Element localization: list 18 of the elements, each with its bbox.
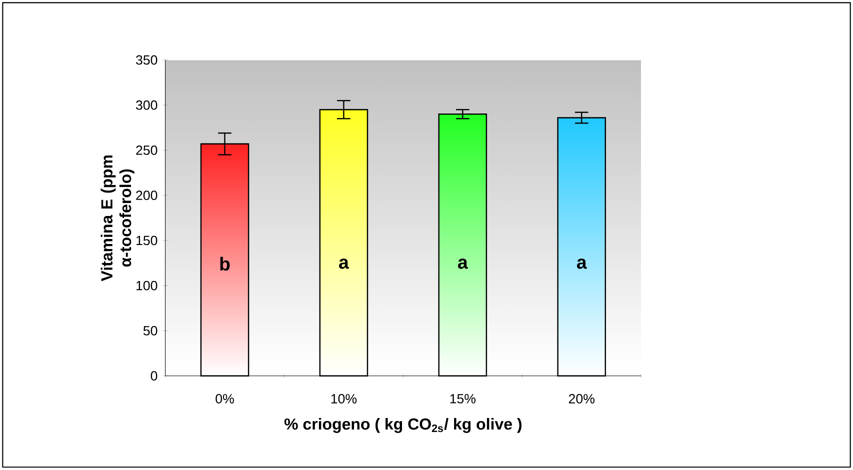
y-axis-title: Vitamina E (ppm α-tocoferolo) [100,156,134,282]
annotation: a [339,258,350,269]
annotation: a [576,258,587,269]
y-tick-label: 200 [136,190,158,200]
annotation: a [458,258,468,269]
x-tick-label: 20% [568,394,594,404]
y-tick-label: 150 [136,236,158,246]
y-tick-label: 0 [150,371,158,381]
y-tick-label: 50 [143,326,158,336]
annotation: b [220,256,230,271]
y-tick-label: 350 [136,55,158,65]
x-tick-label: 0% [216,394,234,404]
x-tick-label: 15% [450,394,476,404]
x-axis-title: % criogeno ( kg CO$_{2s}$/ kg olive ) [284,418,522,434]
x-tick-label: 10% [331,394,357,404]
y-tick-label: 100 [136,280,158,290]
y-tick-label: 300 [136,100,158,110]
y-tick-label: 250 [136,146,158,156]
